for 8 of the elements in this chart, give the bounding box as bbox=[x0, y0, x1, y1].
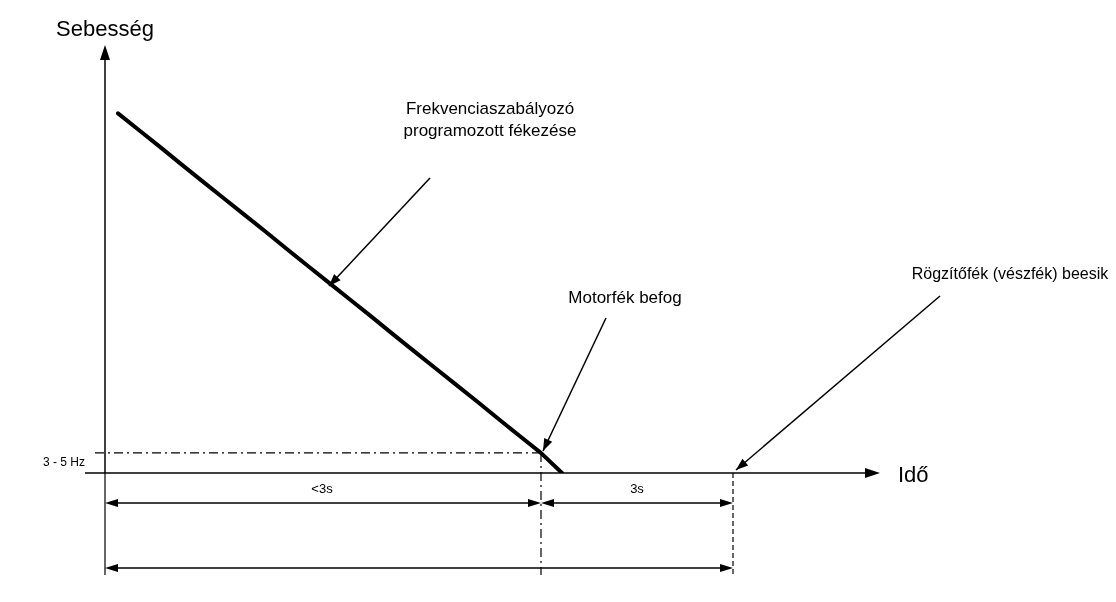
annotation: Frekvenciaszabályozó programozott fékezése bbox=[403, 99, 577, 141]
text: 3s bbox=[630, 481, 645, 497]
text: Idő bbox=[898, 462, 929, 488]
text: <3s bbox=[311, 481, 334, 497]
annotation: Motorfék befog bbox=[568, 288, 682, 308]
y-axis-title: Sebesség bbox=[56, 16, 154, 42]
ref-line-label: 3 - 5 Hz bbox=[42, 455, 85, 470]
text: Rögzítőfék (vészfék) beesik bbox=[911, 265, 1110, 283]
